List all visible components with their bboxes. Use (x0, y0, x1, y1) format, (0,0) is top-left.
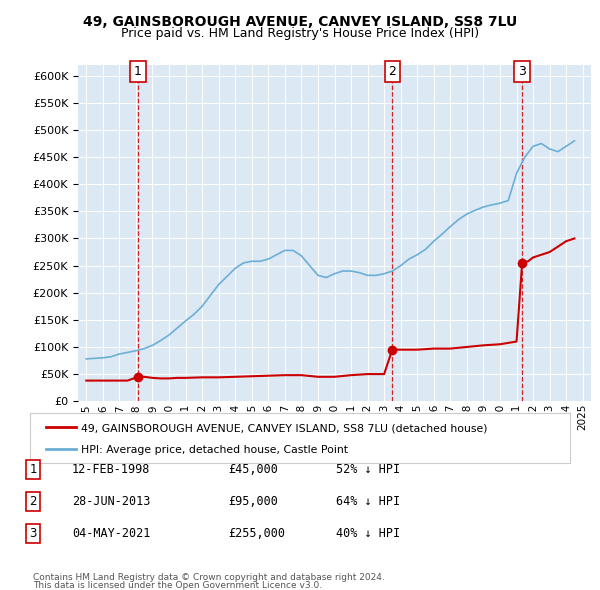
Text: 49, GAINSBOROUGH AVENUE, CANVEY ISLAND, SS8 7LU (detached house): 49, GAINSBOROUGH AVENUE, CANVEY ISLAND, … (82, 423, 488, 433)
Text: 52% ↓ HPI: 52% ↓ HPI (336, 463, 400, 476)
Text: 2: 2 (29, 495, 37, 508)
Text: £255,000: £255,000 (228, 527, 285, 540)
Text: 28-JUN-2013: 28-JUN-2013 (72, 495, 151, 508)
Text: Contains HM Land Registry data © Crown copyright and database right 2024.: Contains HM Land Registry data © Crown c… (33, 572, 385, 582)
Text: 04-MAY-2021: 04-MAY-2021 (72, 527, 151, 540)
Text: 1: 1 (134, 65, 142, 78)
Text: 12-FEB-1998: 12-FEB-1998 (72, 463, 151, 476)
Text: £45,000: £45,000 (228, 463, 278, 476)
Text: 1: 1 (29, 463, 37, 476)
Text: HPI: Average price, detached house, Castle Point: HPI: Average price, detached house, Cast… (82, 445, 348, 455)
Text: This data is licensed under the Open Government Licence v3.0.: This data is licensed under the Open Gov… (33, 581, 322, 590)
Text: Price paid vs. HM Land Registry's House Price Index (HPI): Price paid vs. HM Land Registry's House … (121, 27, 479, 40)
Text: 49, GAINSBOROUGH AVENUE, CANVEY ISLAND, SS8 7LU: 49, GAINSBOROUGH AVENUE, CANVEY ISLAND, … (83, 15, 517, 29)
Text: 40% ↓ HPI: 40% ↓ HPI (336, 527, 400, 540)
Text: £95,000: £95,000 (228, 495, 278, 508)
Text: 64% ↓ HPI: 64% ↓ HPI (336, 495, 400, 508)
Text: 2: 2 (388, 65, 396, 78)
Text: 3: 3 (518, 65, 526, 78)
Text: 3: 3 (29, 527, 37, 540)
